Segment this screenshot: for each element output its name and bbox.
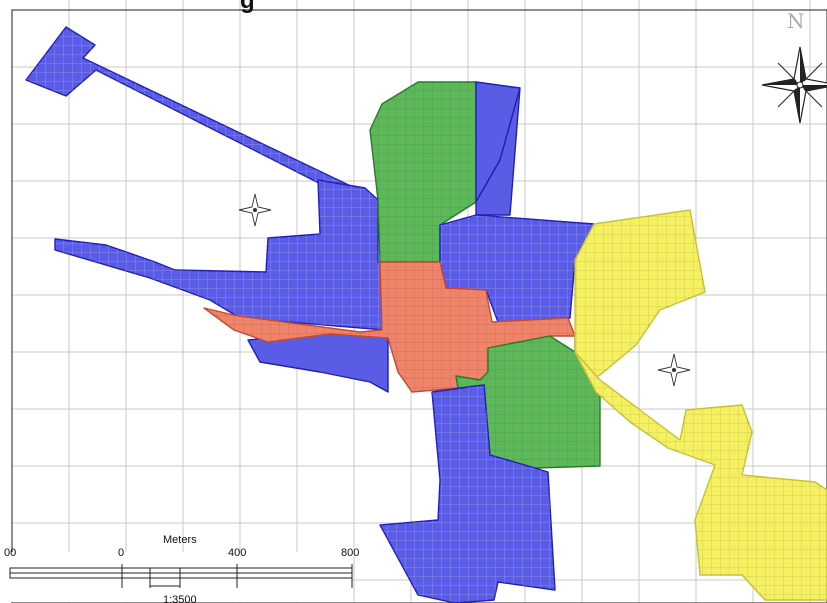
scale-tick-label-800: 800	[341, 547, 359, 559]
zone-north-blue[interactable]	[475, 81, 521, 216]
zone-west-corridor[interactable]	[54, 179, 389, 393]
zone-southeast-yellow[interactable]	[574, 351, 827, 601]
scale-bar: Meters 00 0 400 800 1:3500	[4, 534, 359, 603]
scale-tick-label-left: 00	[4, 547, 16, 559]
compass-marker-west	[238, 193, 272, 227]
scale-tick-label-zero: 0	[118, 547, 124, 559]
north-arrow-icon	[761, 46, 827, 124]
map-title-fragment: g	[240, 0, 255, 14]
scale-units-label: Meters	[163, 534, 197, 546]
north-label: N	[787, 9, 805, 33]
scale-ratio-label: 1:3500	[163, 594, 197, 603]
zone-north-green[interactable]	[369, 81, 477, 263]
map-frame	[11, 9, 827, 603]
scale-tick-label-400: 400	[228, 547, 246, 559]
zone-east-yellow[interactable]	[574, 209, 706, 381]
compass-marker-east	[657, 353, 691, 387]
